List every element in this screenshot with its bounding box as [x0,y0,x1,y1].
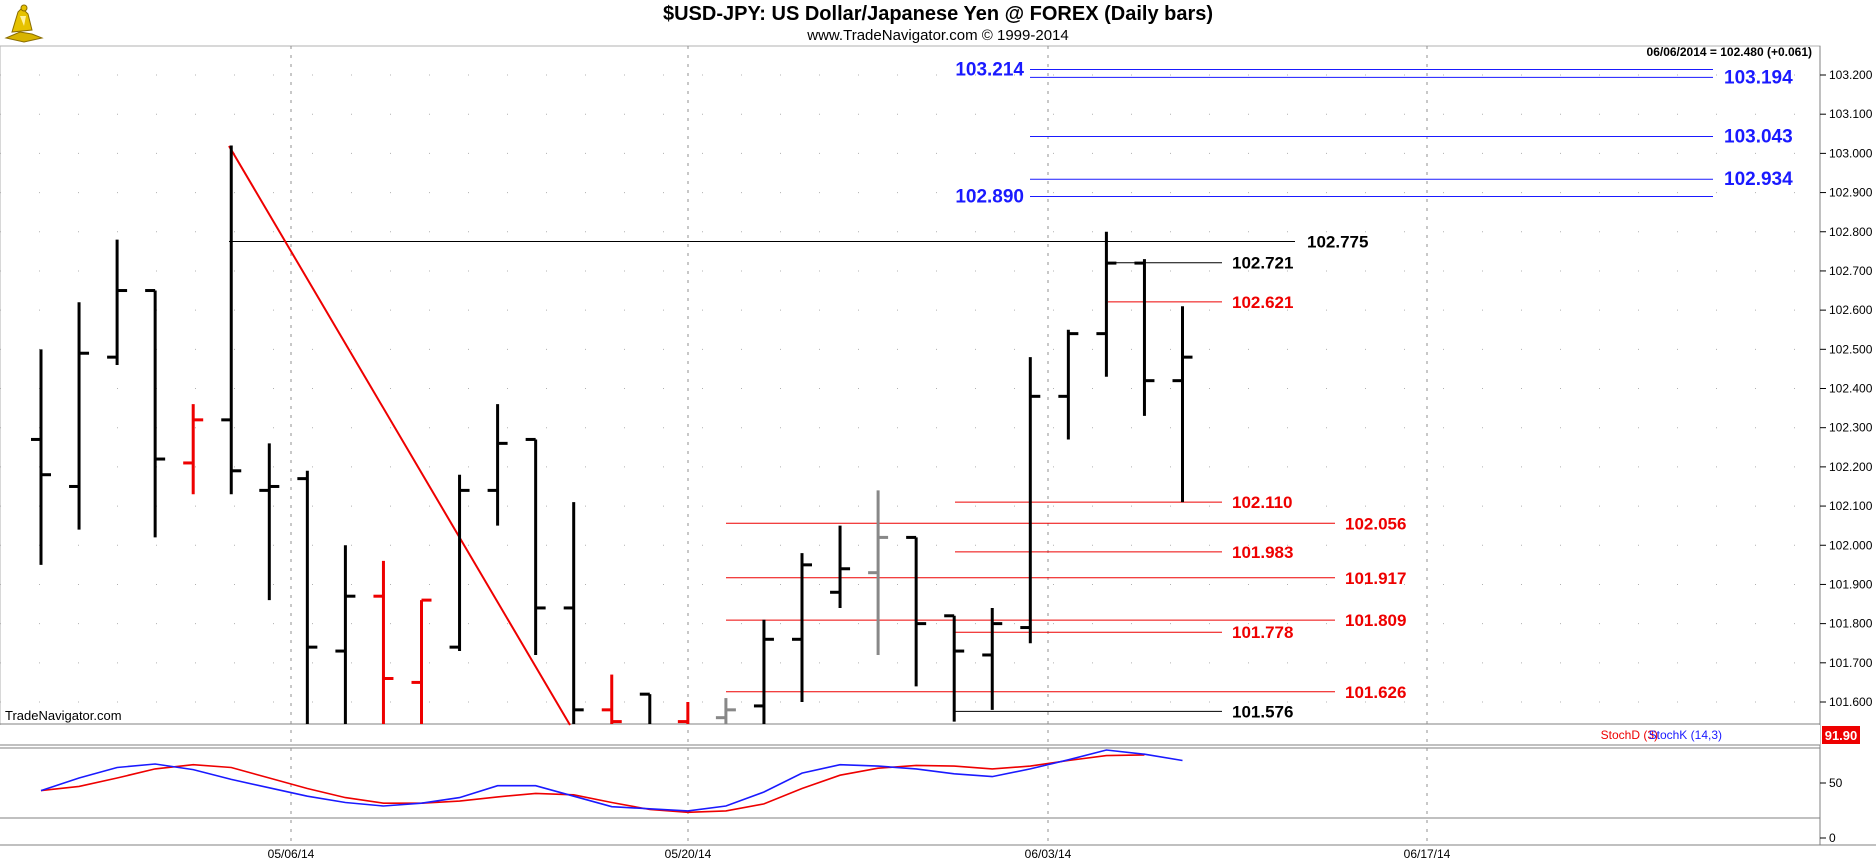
price-tick-label: 102.500 [1829,342,1873,356]
ohlc-bar [1134,259,1155,416]
date-tick-label: 05/06/14 [268,847,315,861]
price-tick-label: 102.400 [1829,382,1873,396]
level-label: 102.110 [1232,493,1293,512]
level-label: 101.576 [1232,702,1293,721]
date-tick-label: 05/20/14 [665,847,712,861]
price-tick-label: 101.900 [1829,577,1873,591]
price-tick-label: 102.600 [1829,303,1873,317]
ohlc-bar [868,490,889,655]
ohlc-bar [753,619,774,724]
stochastic-d-line [40,754,1145,814]
ohlc-bar [31,349,51,565]
ohlc-bar [906,535,927,687]
level-label: 103.194 [1724,67,1793,88]
ohlc-bar [69,302,90,530]
ohlc-bar [449,474,470,652]
ohlc-bar [639,692,652,724]
stochastic-tick-label: 50 [1829,776,1843,790]
level-label: 101.917 [1345,569,1406,588]
price-tick-label: 103.200 [1829,68,1873,82]
ohlc-bar [715,698,736,724]
stochastic-tick-label: 0 [1829,831,1836,845]
ohlc-bar [145,289,166,538]
ohlc-bar [487,404,508,526]
level-label: 101.778 [1232,623,1293,642]
price-tick-label: 101.700 [1829,656,1873,670]
level-label: 103.214 [955,60,1024,81]
price-tick-label: 102.000 [1829,538,1873,552]
stochastic-panel: StochD (3)StochK (14,3) 91.90 [40,726,1860,814]
ohlc-bar [830,525,851,608]
fibonacci-levels: 103.214 103.194 103.043 102.934 102.890 102.7… [229,60,1793,721]
ohlc-bar [297,470,318,724]
ohlc-bar [601,674,622,724]
ohlc-bar [563,502,584,724]
price-tick-label: 102.800 [1829,225,1873,239]
stochastic-legend-label: StochD (3) [1601,728,1658,742]
chart-title: $USD-JPY: US Dollar/Japanese Yen @ FOREX… [662,3,1214,25]
price-tick-label: 101.800 [1829,617,1873,631]
date-axis: 05/06/14 05/20/14 06/03/14 06/17/14 [268,847,1451,861]
ohlc-bar [982,607,1003,710]
ohlc-bar [107,239,128,365]
ohlc-bar [221,145,242,495]
price-axis: 103.200 103.100 103.000 102.900 102.800 102.7… [1820,68,1873,845]
price-tick-label: 102.100 [1829,499,1873,513]
price-tick-label: 102.300 [1829,421,1873,435]
ohlc-bar [1020,357,1041,644]
level-label: 102.721 [1232,254,1293,273]
level-label: 101.626 [1345,683,1406,702]
watermark: TradeNavigator.com [5,708,122,723]
price-tick-label: 102.900 [1829,186,1873,200]
level-label: 102.056 [1345,514,1406,533]
price-tick-label: 103.100 [1829,107,1873,121]
ohlc-bar [373,560,394,724]
ohlc-bar [1172,306,1193,503]
level-label: 102.775 [1307,233,1368,252]
price-tick-label: 102.700 [1829,264,1873,278]
stochastic-k-line [40,749,1183,812]
ohlc-bar [335,545,356,724]
level-label: 102.934 [1724,169,1793,190]
trade-navigator-logo-icon [4,4,44,43]
last-quote: 06/06/2014 = 102.480 (+0.061) [1647,45,1812,59]
ohlc-bar [259,443,280,601]
ohlc-bars [31,145,1193,724]
price-tick-label: 101.600 [1829,695,1873,709]
price-tick-label: 103.000 [1829,146,1873,160]
ohlc-bar [1058,329,1079,440]
ohlc-bar [944,614,965,722]
stochastic-legend-strip [0,725,1820,745]
level-label: 101.809 [1345,611,1406,630]
ohlc-bar [525,437,546,655]
date-tick-label: 06/03/14 [1025,847,1072,861]
last-value-badge [1822,726,1860,744]
level-label: 103.043 [1724,127,1793,148]
date-tick-label: 06/17/14 [1404,847,1451,861]
ohlc-bar [677,702,690,724]
level-label: 101.983 [1232,543,1293,562]
last-value-badge-label: 91.90 [1825,728,1858,743]
ohlc-bar [183,404,204,495]
level-label: 102.621 [1232,293,1293,312]
chart-subtitle: www.TradeNavigator.com © 1999-2014 [807,27,1069,44]
level-label: 102.890 [955,186,1024,207]
trendline [228,145,571,726]
stochastic-legend-label: StochK (14,3) [1649,728,1722,742]
ohlc-bar [411,598,432,724]
price-tick-label: 102.200 [1829,460,1873,474]
ohlc-bar [792,553,812,702]
ohlc-bar [1096,231,1117,377]
